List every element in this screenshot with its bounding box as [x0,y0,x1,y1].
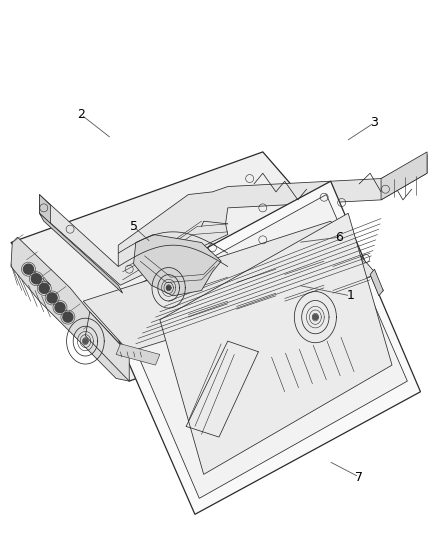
Circle shape [313,314,318,320]
Circle shape [39,284,49,293]
Polygon shape [39,195,50,224]
Circle shape [24,264,33,274]
Circle shape [63,312,73,322]
Polygon shape [85,312,129,381]
Text: 1: 1 [346,289,354,302]
Polygon shape [83,221,377,352]
Polygon shape [11,152,383,381]
Text: 6: 6 [336,231,343,244]
Text: 7: 7 [355,471,363,483]
Circle shape [55,303,65,312]
Polygon shape [370,269,383,296]
Text: 3: 3 [371,116,378,129]
Polygon shape [160,213,392,474]
Polygon shape [134,235,221,296]
Polygon shape [39,155,427,285]
Polygon shape [11,237,129,381]
Polygon shape [103,181,420,514]
Circle shape [47,293,57,303]
Circle shape [32,274,41,284]
Text: 2: 2 [77,108,85,121]
Polygon shape [118,195,407,498]
Polygon shape [381,152,427,200]
Text: 5: 5 [130,220,138,233]
Polygon shape [116,344,160,365]
Circle shape [166,286,171,290]
Circle shape [83,339,88,343]
Polygon shape [39,213,123,293]
